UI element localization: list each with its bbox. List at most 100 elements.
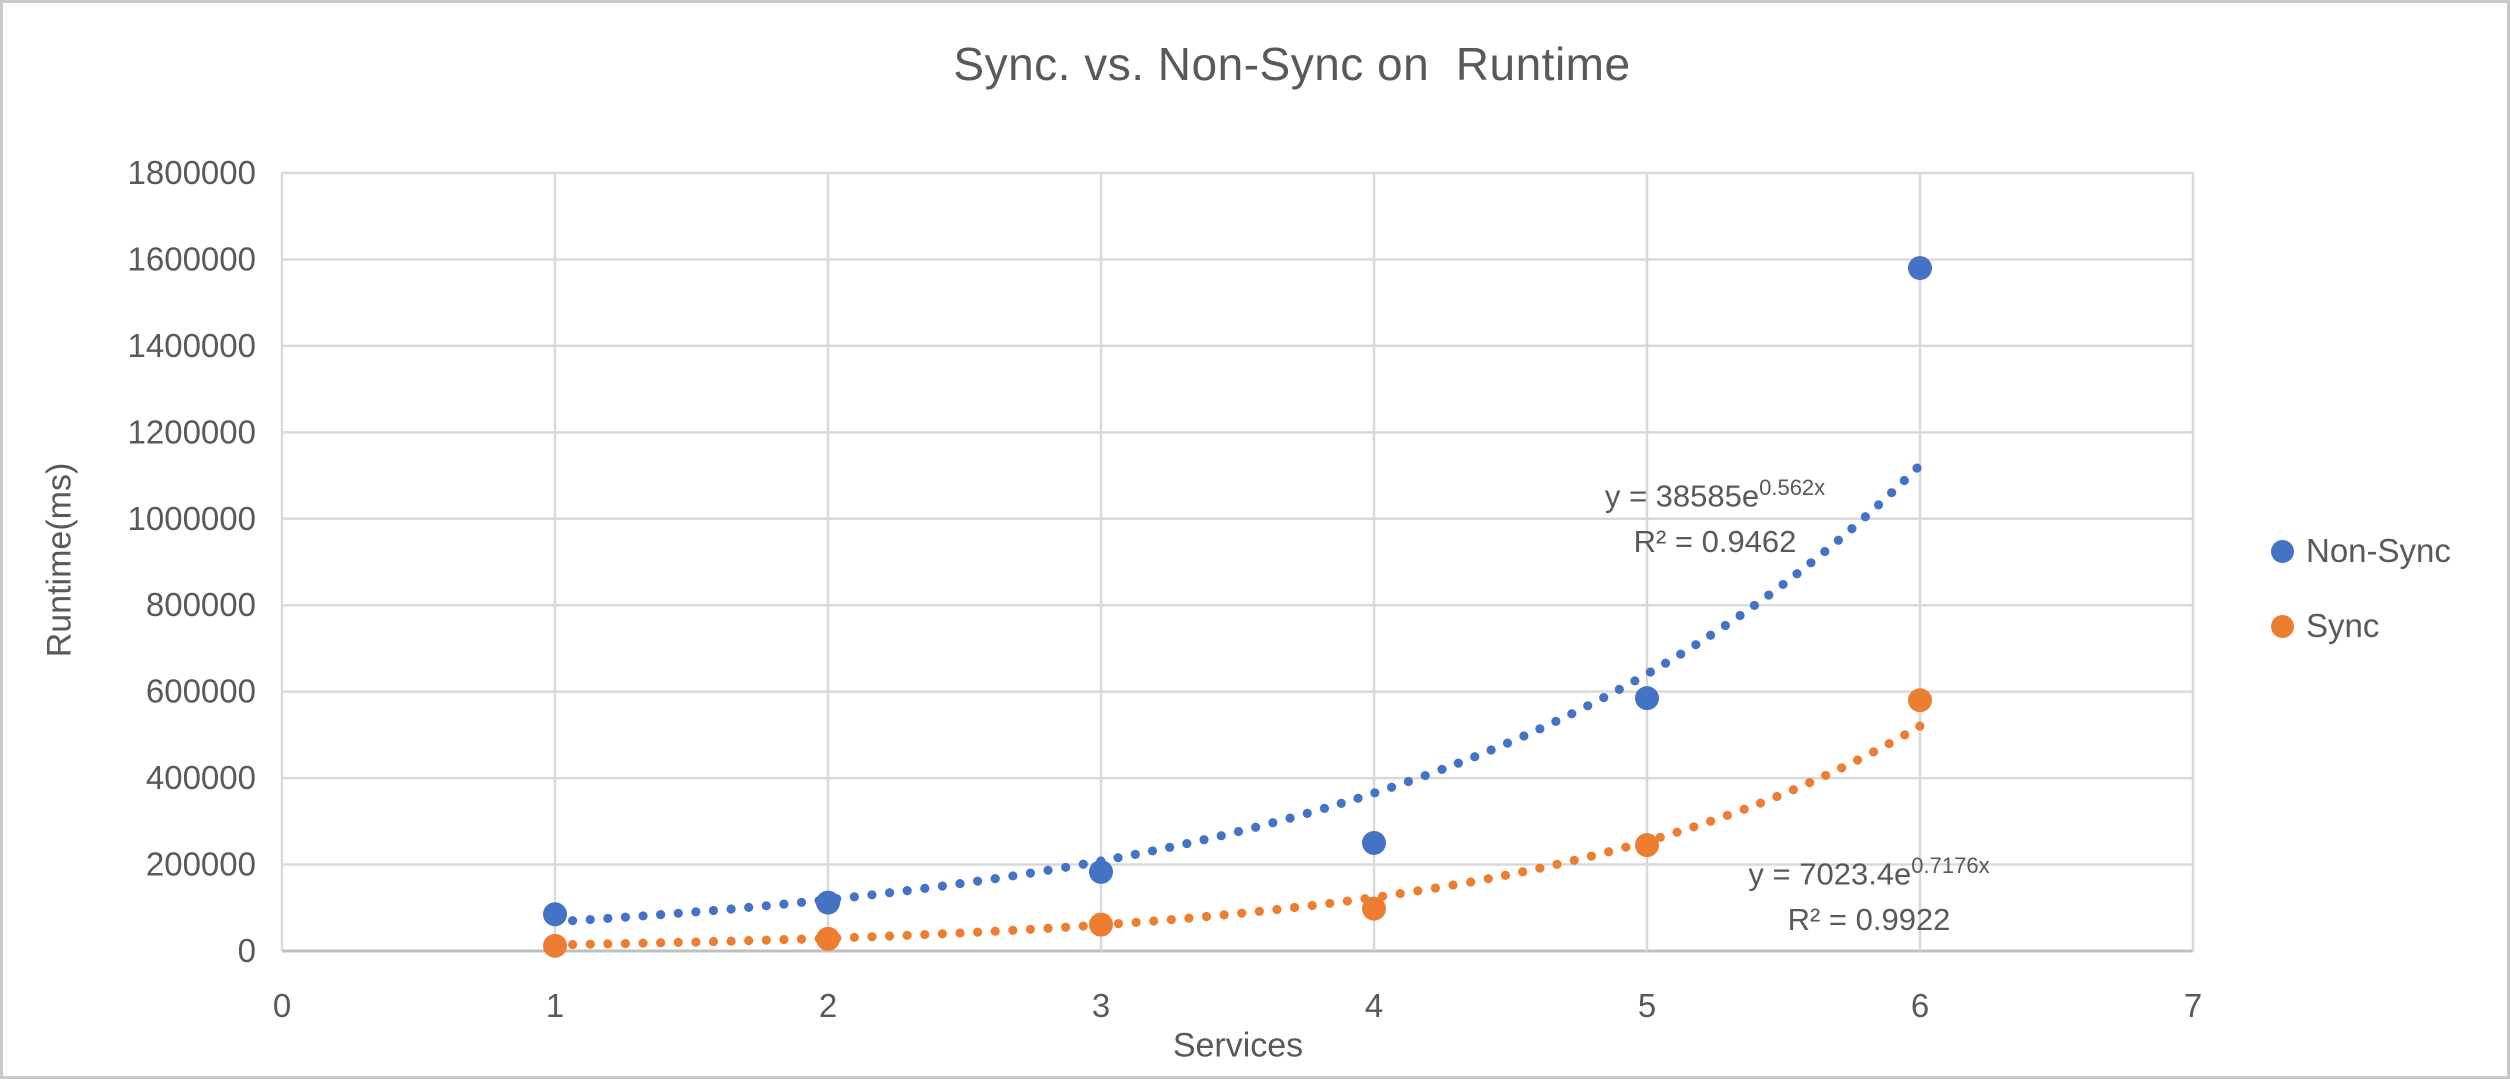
y-tick-label: 800000 — [146, 586, 256, 623]
trendline-dot — [1216, 831, 1226, 841]
trendline-dot — [1453, 758, 1463, 768]
trendline-dot — [1873, 500, 1884, 510]
trendline-dot — [1778, 579, 1788, 590]
trendline-dot — [937, 881, 947, 891]
x-tick-label: 2 — [819, 987, 837, 1024]
trendline-dot — [1837, 763, 1847, 773]
legend-item-non-sync: Non-Sync — [2271, 527, 2451, 575]
trendline-dot — [990, 926, 1000, 936]
trendline-dot — [1184, 913, 1194, 923]
trendline-dot — [1448, 880, 1458, 890]
trendline-dot — [1182, 838, 1192, 849]
trendline-dot — [1853, 755, 1863, 765]
trendline-dot — [761, 901, 771, 911]
trendline-dot — [726, 936, 736, 946]
trendline-dot — [1307, 900, 1317, 911]
trendline-dot — [990, 873, 1000, 884]
data-point — [1362, 830, 1386, 855]
x-tick-label: 5 — [1638, 987, 1656, 1024]
trendline-dot — [1900, 730, 1910, 740]
trendline-dot — [884, 888, 895, 898]
trendline-dot — [1912, 463, 1922, 473]
trendline-dot — [744, 902, 754, 913]
trendline-dot — [1820, 546, 1830, 557]
trendline-dot — [1535, 863, 1545, 873]
trendline-dot — [1899, 475, 1909, 486]
trendline-dot — [1078, 859, 1088, 869]
trendline-dot — [1614, 684, 1624, 694]
trendline-dot — [1764, 590, 1774, 600]
trendline-dot — [1689, 822, 1699, 832]
trendline-dot — [673, 937, 683, 947]
trend-equation-non-sync-line1: y = 38585e0.562x — [1604, 475, 1826, 514]
trendline-dot — [1486, 745, 1496, 755]
trendline-dot — [1043, 923, 1053, 933]
trendline-dot — [1061, 922, 1071, 932]
trendline-dot — [1289, 902, 1300, 913]
trendline-dot — [1420, 770, 1430, 781]
trendline-dot — [1268, 818, 1278, 828]
trend-equation-non-sync: y = 38585e0.562x R² = 0.9462 — [1605, 465, 1825, 565]
trendline-dot — [1043, 865, 1053, 875]
trendline-dot — [568, 939, 578, 950]
data-point — [1635, 833, 1659, 858]
trendline-dot — [603, 939, 613, 949]
trendline-dot — [973, 876, 983, 886]
trendline-dot — [1008, 871, 1018, 881]
trendline-dot — [1325, 898, 1335, 908]
trendline-dot — [1884, 738, 1894, 749]
trendline-dot — [1147, 846, 1158, 856]
trendline-dot — [884, 931, 895, 941]
legend-label-non-sync: Non-Sync — [2306, 532, 2451, 569]
trendline-dot — [1078, 921, 1088, 931]
x-tick-label: 3 — [1092, 987, 1110, 1024]
trendline-dot — [744, 936, 754, 946]
trendline-dot — [1706, 816, 1716, 826]
trendline-dot — [973, 927, 983, 937]
trendline-dot — [796, 897, 807, 908]
sync-marker-icon — [2271, 614, 2294, 638]
trendline-dot — [1061, 862, 1071, 872]
trendline-dot — [1113, 919, 1124, 929]
trendline-dot — [1251, 822, 1261, 832]
trendline-dot — [1413, 886, 1423, 896]
trendline-dot — [1749, 600, 1760, 611]
trendline-dot — [1149, 916, 1159, 926]
trendline-dot — [708, 936, 719, 947]
y-tick-label: 0 — [238, 932, 256, 969]
trendline-dot — [1755, 798, 1766, 808]
trendline-dot — [1437, 764, 1447, 774]
legend-item-sync: Sync — [2271, 602, 2451, 650]
y-tick-label: 1400000 — [128, 327, 256, 364]
trendline-dot — [1551, 716, 1561, 726]
data-point — [543, 902, 567, 927]
trendline-dot — [1691, 640, 1701, 650]
plot-area: 0 200000 400000 600000 800000 1000000 1200000 1… — [128, 154, 2203, 1024]
trendline-dot — [1466, 877, 1476, 887]
data-point — [1362, 896, 1386, 921]
trendline-dot — [1915, 721, 1925, 731]
data-point — [816, 890, 840, 915]
trendline-dot — [902, 885, 912, 896]
data-point — [1908, 256, 1932, 281]
trendline-dot — [638, 911, 648, 921]
trendline-dot — [902, 930, 912, 940]
trendline-dot — [920, 929, 930, 940]
y-tick-label: 400000 — [146, 759, 256, 796]
trend-equation-sync-line1: y = 7023.4e0.7176x — [1748, 853, 1990, 892]
trend-equation-non-sync-r2: R² = 0.9462 — [1633, 524, 1797, 560]
trendline-dot — [1342, 896, 1352, 906]
trendline-dot — [1254, 906, 1264, 916]
legend-label-sync: Sync — [2306, 607, 2380, 644]
y-tick-label: 1600000 — [128, 240, 256, 277]
trendline-dot — [1519, 731, 1529, 741]
y-tick-label: 600000 — [146, 673, 256, 710]
trendline-dot — [1535, 724, 1545, 734]
y-tick-label: 200000 — [146, 846, 256, 883]
trendline-dot — [1237, 908, 1247, 918]
trendline-dot — [1166, 914, 1176, 925]
trendline-dot — [1113, 853, 1123, 863]
data-point — [1089, 859, 1113, 884]
trendline-dot — [1805, 778, 1815, 788]
trendline-dot — [726, 904, 736, 914]
